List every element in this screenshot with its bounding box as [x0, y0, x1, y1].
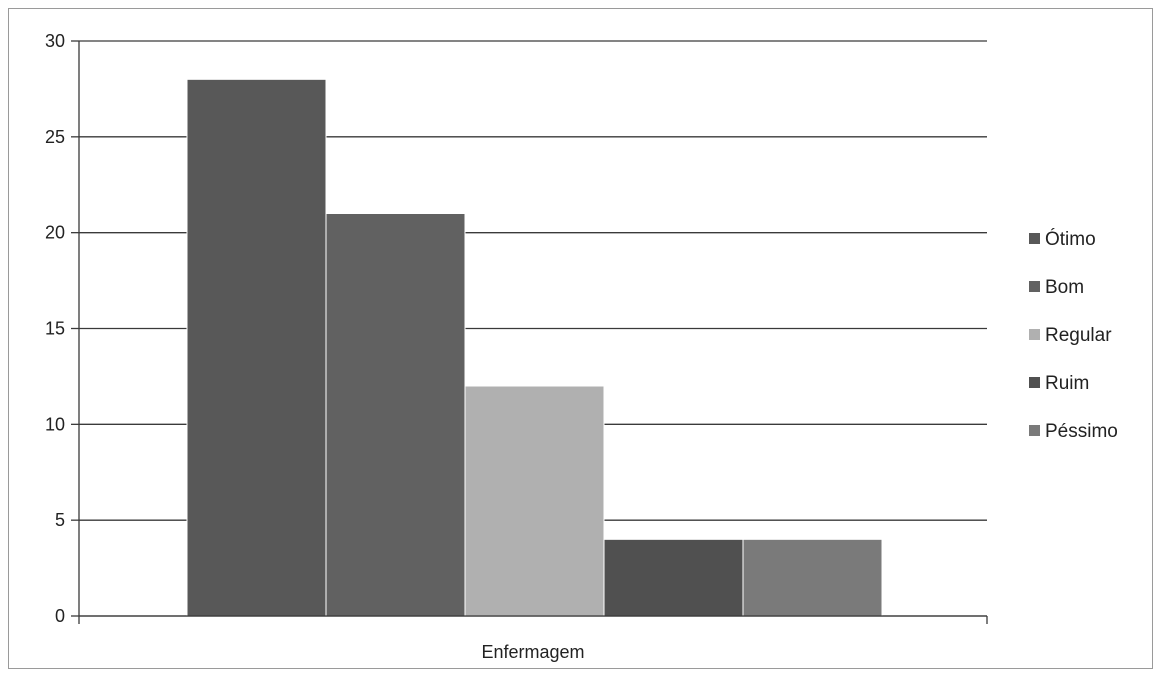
bar-1: [186, 78, 327, 617]
y-tick-label: 30: [45, 31, 65, 51]
legend-swatch: [1029, 329, 1040, 340]
y-tick-label: 5: [55, 510, 65, 530]
y-tick-label: 15: [45, 319, 65, 339]
legend-label: Regular: [1045, 325, 1112, 346]
legend-swatch: [1029, 377, 1040, 388]
x-tick-label: Enfermagem: [481, 642, 584, 662]
legend-swatch: [1029, 425, 1040, 436]
legend-label: Péssimo: [1045, 421, 1118, 442]
legend-label: Ruim: [1045, 373, 1089, 394]
y-tick-label: 0: [55, 606, 65, 626]
chart-frame: 0 5 10 15 20 25 30 Enfermagem Ótimo Bom Regular Ru…: [8, 8, 1153, 669]
bar-5: [742, 538, 883, 617]
legend-label: Bom: [1045, 277, 1084, 298]
legend: Ótimo Bom Regular Ruim Péssimo: [1029, 228, 1118, 442]
legend-swatch: [1029, 233, 1040, 244]
axes: 0 5 10 15 20 25 30 Enfermagem: [45, 31, 988, 662]
y-tick-label: 10: [45, 414, 65, 434]
bar-3: [464, 385, 605, 617]
bar-chart: 0 5 10 15 20 25 30 Enfermagem Ótimo Bom Regular Ru…: [45, 31, 1118, 662]
y-tick-label: 25: [45, 127, 65, 147]
bars: [186, 78, 883, 617]
bar-2: [325, 213, 466, 617]
legend-label: Ótimo: [1045, 228, 1096, 250]
legend-swatch: [1029, 281, 1040, 292]
bar-4: [603, 538, 744, 617]
y-tick-label: 20: [45, 223, 65, 243]
